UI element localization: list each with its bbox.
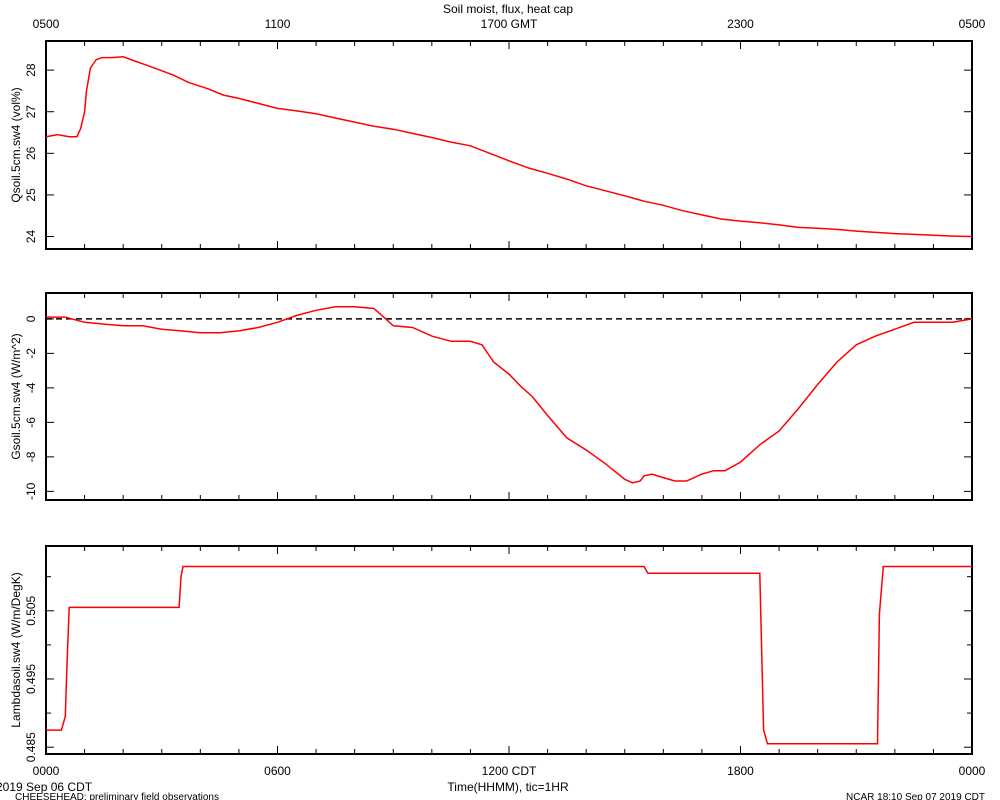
series-line — [45, 56, 973, 238]
y-tick-label: 26 — [24, 146, 38, 160]
y-tick-label: -8 — [24, 451, 38, 462]
top-x-tick-label: 0500 — [33, 17, 60, 31]
y-tick-label: -2 — [24, 348, 38, 359]
y-tick-label: 0.485 — [24, 732, 38, 762]
chart-title: Soil moist, flux, heat cap — [443, 2, 573, 16]
y-axis-label: Qsoil.5cm.sw4 (vol%) — [9, 87, 23, 202]
x-tick-label: 0000 — [959, 764, 986, 778]
y-tick-label: -10 — [24, 482, 38, 500]
panel-frame — [45, 545, 973, 755]
top-x-tick-label: 1100 — [265, 17, 291, 31]
panel-frame — [45, 292, 973, 501]
footer-right-note: NCAR 18:10 Sep 07 2019 CDT — [846, 792, 985, 800]
x-tick-label: 0000 — [33, 764, 60, 778]
series-line — [46, 306, 973, 484]
x-tick-label: 1200 CDT — [482, 764, 537, 778]
y-tick-label: 27 — [24, 105, 38, 119]
y-tick-label: -4 — [24, 382, 38, 393]
top-x-tick-label: 1700 GMT — [481, 17, 538, 31]
series-line — [46, 565, 972, 745]
y-tick-label: 28 — [24, 63, 38, 77]
footer-left-note: CHEESEHEAD: preliminary field observatio… — [15, 792, 219, 800]
panel-middle: 0 -2 -4 -6 -8 -10 Gsoil.5cm.sw4 (W/m^2) — [9, 292, 973, 501]
x-tick-label: 0600 — [264, 764, 291, 778]
top-x-tick-label: 2300 — [727, 17, 754, 31]
y-tick-label: 0.505 — [24, 595, 38, 625]
footer-date-label: 2019 Sep 06 CDT — [0, 780, 93, 794]
x-axis-label: Time(HHMM), tic=1HR — [447, 780, 569, 794]
top-x-tick-label: 0500 — [959, 17, 986, 31]
y-tick-label: 0.495 — [24, 664, 38, 694]
panel-frame — [45, 40, 973, 250]
y-tick-label: 25 — [24, 188, 38, 202]
y-tick-label: -6 — [24, 417, 38, 428]
y-tick-label: 0 — [24, 315, 38, 322]
y-tick-label: 24 — [24, 230, 38, 244]
x-tick-label: 1800 — [727, 764, 754, 778]
y-axis-label: Gsoil.5cm.sw4 (W/m^2) — [9, 333, 23, 459]
y-axis-label: Lambdasoil.sw4 (W/m/DegK) — [9, 572, 23, 727]
